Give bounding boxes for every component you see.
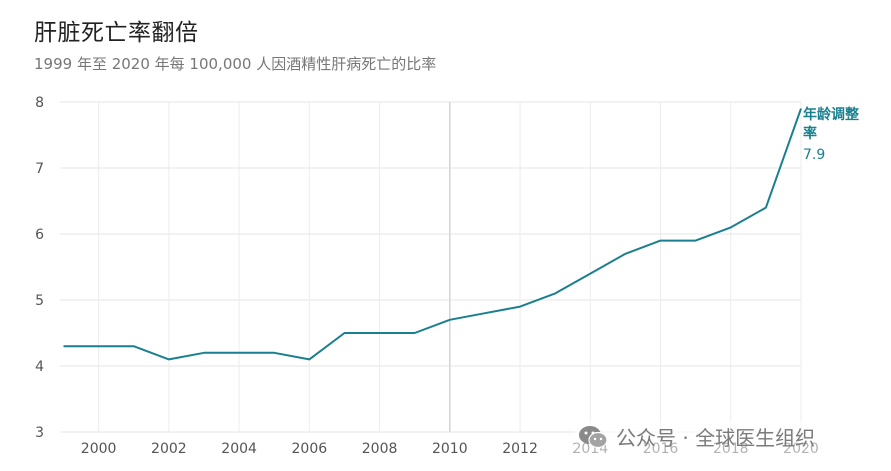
- y-tick-label: 7: [35, 161, 44, 177]
- data-point: [519, 306, 521, 308]
- x-tick-label: 2004: [221, 441, 257, 457]
- series-end-label: 率: [803, 125, 817, 142]
- data-point: [98, 345, 100, 347]
- data-point: [765, 207, 767, 209]
- data-point: [414, 332, 416, 334]
- data-point: [133, 345, 135, 347]
- data-point: [379, 332, 381, 334]
- chart-title: 肝脏死亡率翻倍: [34, 20, 199, 46]
- y-tick-label: 8: [35, 95, 44, 111]
- data-point: [589, 273, 591, 275]
- x-tick-label: 2002: [151, 441, 187, 457]
- data-point: [273, 352, 275, 354]
- x-tick-label: 2008: [362, 441, 398, 457]
- data-point: [730, 226, 732, 228]
- series-end-label: 年龄调整: [803, 106, 860, 123]
- data-point: [554, 292, 556, 294]
- x-tick-label: 2006: [292, 441, 328, 457]
- data-point: [343, 332, 345, 334]
- x-tick-label: 2000: [81, 441, 117, 457]
- data-point: [624, 253, 626, 255]
- x-tick-label: 2010: [432, 441, 468, 457]
- wechat-icon: [579, 425, 608, 448]
- data-point: [449, 319, 451, 321]
- data-point: [168, 358, 170, 360]
- y-tick-label: 3: [35, 425, 44, 441]
- x-tick-label: 2012: [502, 441, 538, 457]
- y-tick-label: 4: [35, 359, 44, 375]
- data-point: [484, 312, 486, 314]
- data-point: [203, 352, 205, 354]
- series-end-value: 7.9: [803, 147, 825, 163]
- data-point: [660, 240, 662, 242]
- data-point: [800, 108, 802, 110]
- chart-subtitle: 1999 年至 2020 年每 100,000 人因酒精性肝病死亡的比率: [34, 55, 437, 73]
- data-point: [238, 352, 240, 354]
- data-point: [308, 358, 310, 360]
- watermark: 公众号 · 全球医生组织: [574, 420, 820, 453]
- watermark-text: 公众号 · 全球医生组织: [616, 426, 816, 450]
- y-tick-label: 5: [35, 293, 44, 309]
- y-tick-label: 6: [35, 227, 44, 243]
- data-point: [695, 240, 697, 242]
- data-point: [63, 345, 65, 347]
- series-line: [63, 108, 802, 361]
